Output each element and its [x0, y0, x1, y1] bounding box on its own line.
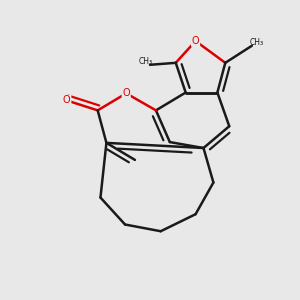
- Text: CH₃: CH₃: [138, 57, 152, 66]
- Text: O: O: [63, 95, 70, 106]
- Text: O: O: [192, 36, 200, 46]
- Text: O: O: [122, 88, 130, 98]
- Text: CH₃: CH₃: [250, 38, 264, 47]
